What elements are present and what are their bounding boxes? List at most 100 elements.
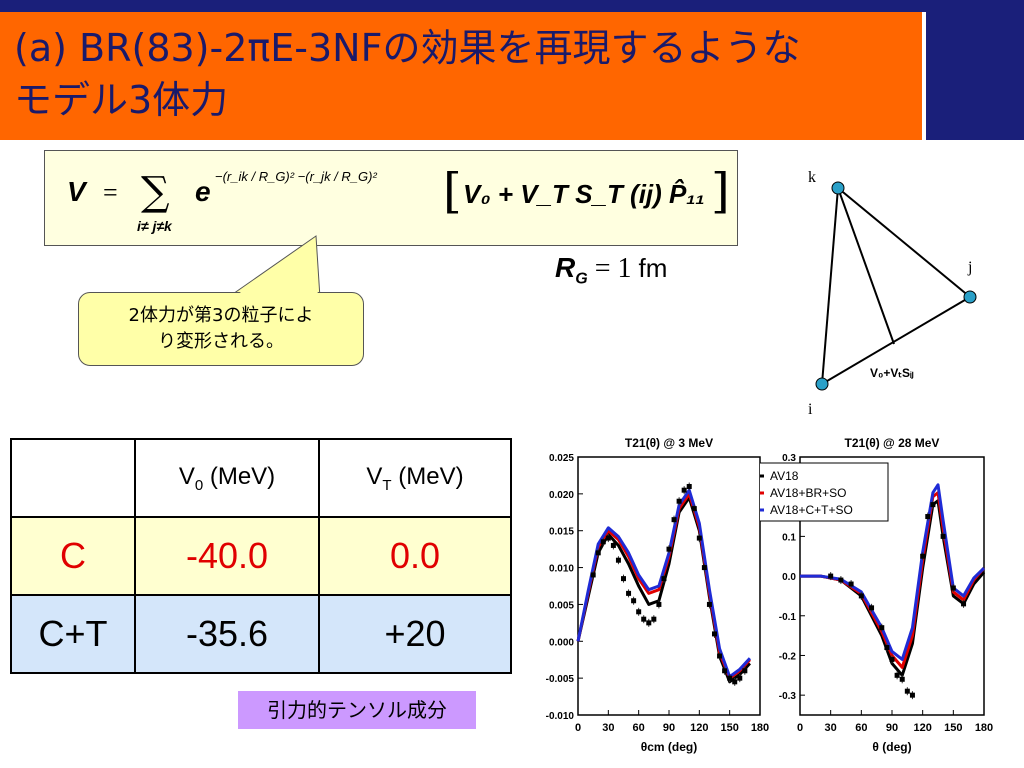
data-point [706, 601, 712, 607]
x-tick-label: 90 [663, 722, 675, 734]
formula-svg: V = ∑ i≠ j≠k e −(r_ik / R_G)² −(r_jk / R… [67, 163, 730, 234]
data-point [879, 625, 885, 631]
data-point [909, 692, 915, 698]
chart-28mev: T21(θ) @ 28 MeV 0 30 60 90 120 150 180 0.3 0.1 0.0… [760, 436, 993, 754]
sigma-symbol: ∑ [141, 169, 170, 215]
title-line-2: モデル3体力 [14, 78, 229, 122]
row-name: C [10, 516, 136, 596]
parameter-table: V0 (MeV) VT (MeV) C -40.0 0.0 C+T -35.6 … [10, 438, 512, 674]
data-point [605, 535, 611, 541]
legend-entry: AV18+C+T+SO [770, 503, 853, 517]
data-point [590, 572, 596, 578]
data-point [920, 553, 926, 559]
edge-ij [821, 296, 971, 385]
data-point [666, 546, 672, 552]
label-j: j [967, 259, 972, 276]
top-accent-bar [0, 0, 1024, 12]
data-point [656, 601, 662, 607]
series-line-av18 [576, 496, 751, 684]
label-k: k [808, 169, 816, 186]
rg-sub: G [575, 270, 588, 288]
table-row: C -40.0 0.0 [10, 516, 512, 596]
data-point [615, 557, 621, 563]
chart-title: T21(θ) @ 3 MeV [625, 436, 713, 450]
rg-eq: = 1 [594, 253, 632, 284]
formula-lhs: V [67, 176, 88, 207]
y-tick-label: -0.1 [779, 612, 797, 623]
x-tick-label: 30 [825, 722, 837, 734]
data-point [600, 539, 606, 545]
data-point [646, 620, 652, 626]
data-point [636, 609, 642, 615]
y-tick-label: 0.3 [782, 453, 796, 464]
sum-subscript: i≠ j≠k [137, 218, 173, 234]
y-tick-label: -0.005 [546, 674, 575, 685]
data-point [717, 653, 723, 659]
bracket-right: ] [711, 163, 730, 219]
data-point [950, 585, 956, 591]
row-vt: 0.0 [318, 516, 512, 596]
data-point [595, 550, 601, 556]
particle-i [815, 377, 829, 391]
row-vt: +20 [318, 594, 512, 674]
label-i: i [808, 401, 813, 418]
y-tick-label: 0.025 [549, 453, 574, 464]
data-point [828, 573, 834, 579]
data-point [961, 601, 967, 607]
data-point [848, 581, 854, 587]
data-point [696, 535, 702, 541]
data-point [894, 672, 900, 678]
data-point [691, 506, 697, 512]
callout-bubble: 2体力が第3の粒子によ り変形される。 [78, 292, 364, 366]
data-point [610, 542, 616, 548]
data-point [858, 593, 864, 599]
x-tick-label: 30 [602, 722, 614, 734]
data-point [732, 679, 738, 685]
row-name: C+T [10, 594, 136, 674]
data-point [869, 605, 875, 611]
rg-symbol: R [555, 252, 576, 283]
y-tick-label: -0.010 [546, 711, 575, 722]
bracket-left: [ [443, 163, 462, 219]
y-tick-label: 0.005 [549, 600, 574, 611]
title-band [0, 12, 922, 140]
x-tick-label: 120 [913, 722, 931, 734]
data-point [712, 631, 717, 637]
data-point [701, 565, 707, 571]
x-tick-label: 0 [575, 722, 581, 734]
data-point [737, 675, 743, 681]
chart-legend [760, 462, 889, 522]
data-point [884, 645, 890, 651]
edge-ki [821, 187, 839, 385]
data-point [889, 656, 895, 662]
edge-kj [837, 187, 971, 298]
chart-3mev: T21(θ) @ 3 MeV 0 30 60 90 120 150 180 0.025 0.020… [546, 436, 770, 754]
x-tick-label: 180 [975, 722, 993, 734]
row-v0: -35.6 [134, 594, 320, 674]
particle-j [963, 290, 977, 304]
bracket-terms: V₀ + V_T S_T (ij) P̂₁₁ [463, 178, 705, 209]
x-tick-label: 150 [944, 722, 962, 734]
x-tick-label: 180 [751, 722, 769, 734]
y-tick-label: 0.020 [549, 490, 574, 501]
exp-base: e [195, 176, 211, 207]
three-body-diagram: k j i V₀+VₜSᵢⱼ [808, 169, 977, 418]
y-tick-label: -0.2 [779, 651, 797, 662]
header-vt: VT (MeV) [318, 438, 512, 518]
y-tick-label: 0.0 [782, 572, 796, 583]
data-point [904, 688, 910, 694]
y-tick-label: 0.015 [549, 527, 574, 538]
x-tick-label: 120 [690, 722, 708, 734]
table-header-row: V0 (MeV) VT (MeV) [10, 438, 512, 518]
legend-entry: AV18+BR+SO [770, 486, 847, 500]
y-tick-label: 0.010 [549, 564, 574, 575]
series-line-av18-c-t-so [576, 488, 751, 679]
x-tick-label: 0 [797, 722, 803, 734]
x-tick-label: 150 [720, 722, 738, 734]
chart-title: T21(θ) @ 28 MeV [845, 436, 940, 450]
data-point [925, 514, 931, 520]
x-tick-label: 60 [633, 722, 645, 734]
formula-box: V = ∑ i≠ j≠k e −(r_ik / R_G)² −(r_jk / R… [44, 150, 738, 246]
rg-unit: fm [638, 253, 668, 283]
data-point [899, 676, 905, 682]
